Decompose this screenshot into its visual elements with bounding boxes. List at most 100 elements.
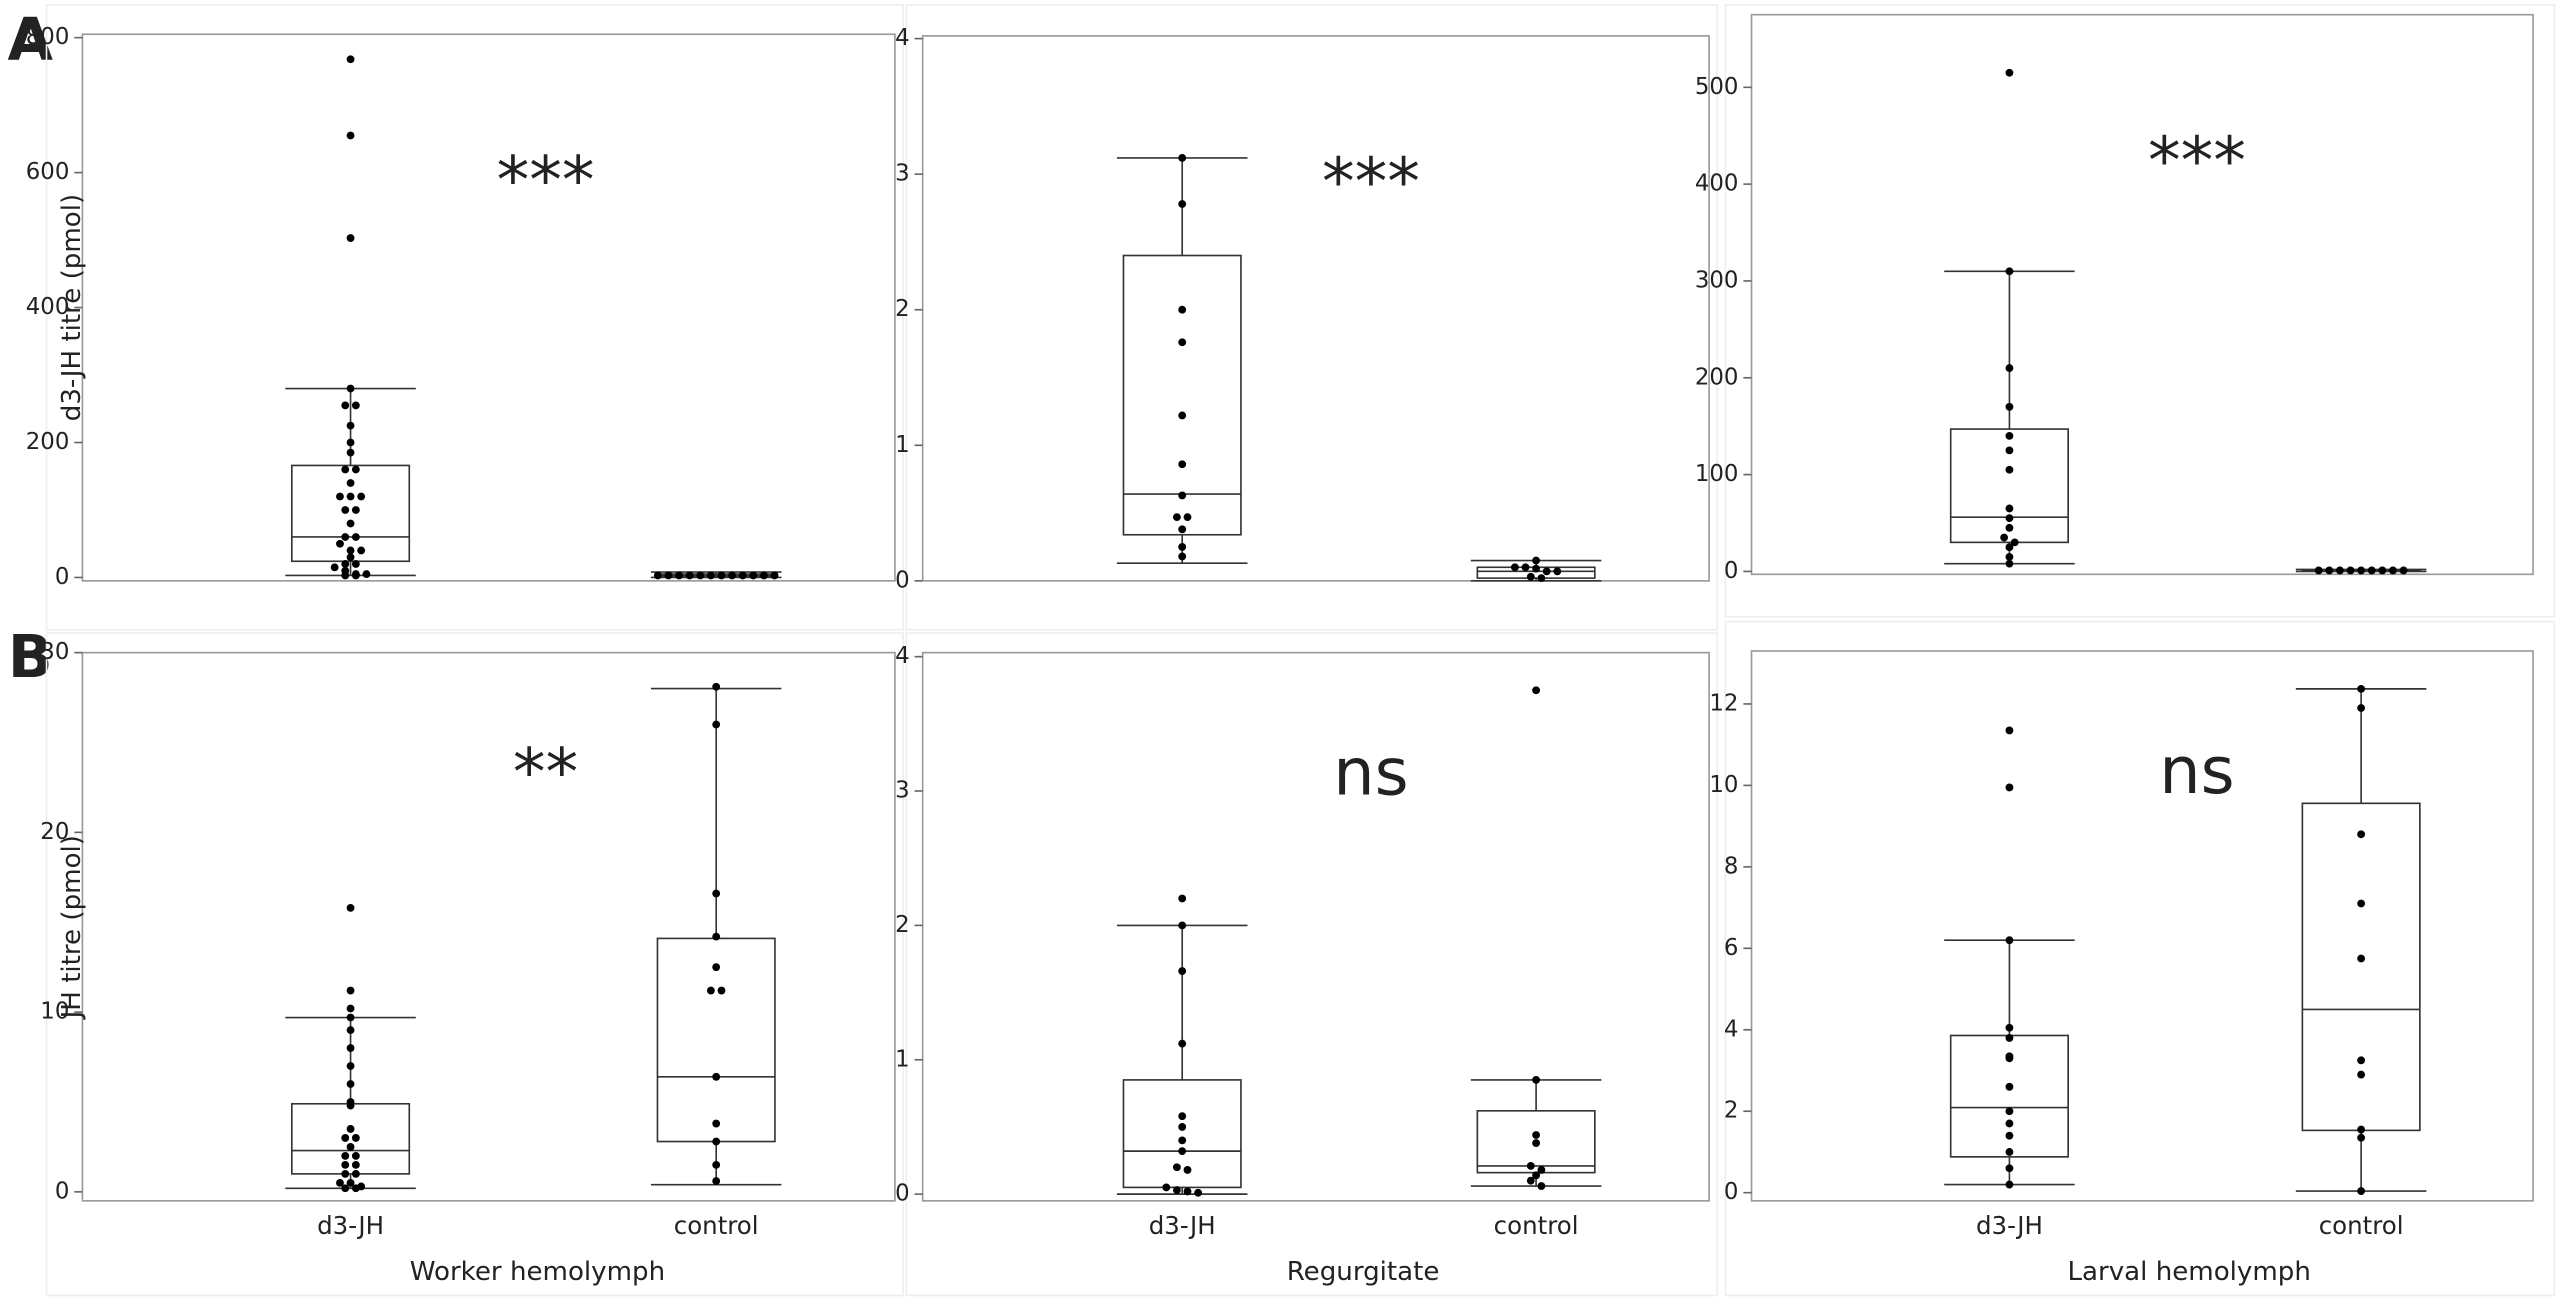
data-point <box>2357 830 2366 839</box>
data-point <box>1178 543 1187 551</box>
data-point <box>738 571 747 580</box>
x-tick-label: d3-JH <box>317 1211 384 1240</box>
plot-frame <box>921 35 1710 582</box>
box <box>656 937 776 1143</box>
data-point <box>696 571 705 580</box>
panel-card <box>1724 4 2556 618</box>
annotation: *** <box>1322 144 1420 220</box>
y-tick-label: 30 <box>40 639 69 665</box>
data-point <box>1172 1163 1181 1172</box>
data-point <box>2005 552 2014 561</box>
data-point <box>2005 1180 2014 1189</box>
data-point <box>351 506 360 514</box>
data-point <box>1526 1176 1535 1185</box>
data-point <box>1178 1136 1187 1145</box>
annotation: *** <box>2148 123 2246 199</box>
data-point <box>712 1072 721 1081</box>
data-point <box>1526 1161 1535 1170</box>
data-point <box>346 519 355 528</box>
data-point <box>2005 1131 2014 1140</box>
y-tick-label: 2 <box>895 296 910 322</box>
data-point <box>346 1101 355 1110</box>
y-tick-label: 4 <box>1724 1016 1739 1042</box>
data-point <box>336 1178 344 1187</box>
data-point <box>2005 1034 2014 1042</box>
data-point <box>2005 1148 2014 1156</box>
data-point <box>1172 1186 1181 1195</box>
data-point <box>759 571 768 580</box>
y-tick-label: 800 <box>26 24 70 50</box>
y-tick-label: 4 <box>895 25 910 51</box>
panel-card <box>905 4 1719 631</box>
data-point <box>712 1160 721 1169</box>
data-point <box>2005 446 2014 455</box>
y-tick-label: 300 <box>1695 267 1739 293</box>
panel-card <box>1724 620 2556 1297</box>
y-axis-title: JH titre (pmol) <box>57 835 87 1020</box>
data-point <box>1537 1182 1546 1190</box>
data-point <box>712 889 721 898</box>
y-tick-label: 200 <box>26 429 70 455</box>
data-point <box>351 1184 360 1193</box>
x-tick-label: control <box>674 1211 759 1240</box>
x-axis-title: Larval hemolymph <box>2067 1257 2310 1287</box>
y-tick-label: 1 <box>895 1046 910 1072</box>
data-point <box>717 986 726 995</box>
data-point <box>712 1177 721 1185</box>
box <box>2301 802 2421 1132</box>
data-point <box>1521 563 1530 572</box>
y-tick-label: 100 <box>1695 461 1739 487</box>
data-point <box>2005 267 2014 276</box>
data-point <box>2005 726 2014 735</box>
y-tick-label: 4 <box>895 643 910 669</box>
y-tick-label: 400 <box>26 294 70 320</box>
data-point <box>2005 514 2014 523</box>
data-point <box>346 448 355 457</box>
y-tick-label: 12 <box>1709 690 1738 716</box>
data-point <box>749 571 758 580</box>
panel-card <box>45 632 904 1297</box>
data-point <box>2000 533 2009 542</box>
data-point <box>2325 566 2334 575</box>
data-point <box>1178 967 1187 975</box>
y-tick-label: 500 <box>1695 74 1739 100</box>
y-tick-label: 0 <box>55 564 70 590</box>
y-tick-label: 0 <box>55 1178 70 1204</box>
y-tick-label: 3 <box>895 161 910 187</box>
annotation: *** <box>497 142 595 218</box>
data-point <box>2005 1107 2014 1116</box>
x-tick-label: d3-JH <box>1149 1211 1216 1240</box>
data-point <box>653 571 662 580</box>
data-point <box>1178 1039 1187 1048</box>
plot-frame <box>1750 650 2534 1202</box>
data-point <box>341 1151 350 1160</box>
data-point <box>1532 686 1541 695</box>
panel-card <box>905 632 1719 1297</box>
data-point <box>351 401 360 410</box>
annotation: ns <box>2159 733 2234 809</box>
data-point <box>2314 566 2323 575</box>
data-point <box>2005 402 2014 411</box>
data-point <box>351 533 360 541</box>
data-point <box>1178 552 1187 561</box>
data-point <box>1532 1171 1541 1180</box>
data-point <box>346 384 355 393</box>
data-point <box>346 1143 355 1151</box>
data-point <box>728 571 737 580</box>
data-point <box>770 571 779 580</box>
y-tick-label: 8 <box>1724 853 1739 879</box>
data-point <box>341 1134 350 1142</box>
data-point <box>341 401 350 410</box>
annotation: ** <box>513 735 578 811</box>
data-point <box>1537 574 1546 583</box>
data-point <box>351 1134 360 1142</box>
data-point <box>2005 1119 2014 1128</box>
data-point <box>2005 523 2014 532</box>
data-point <box>1178 1112 1187 1121</box>
data-point <box>712 932 721 941</box>
data-point <box>351 1151 360 1160</box>
data-point <box>346 553 355 562</box>
data-point <box>357 492 366 501</box>
data-point <box>1526 572 1535 581</box>
